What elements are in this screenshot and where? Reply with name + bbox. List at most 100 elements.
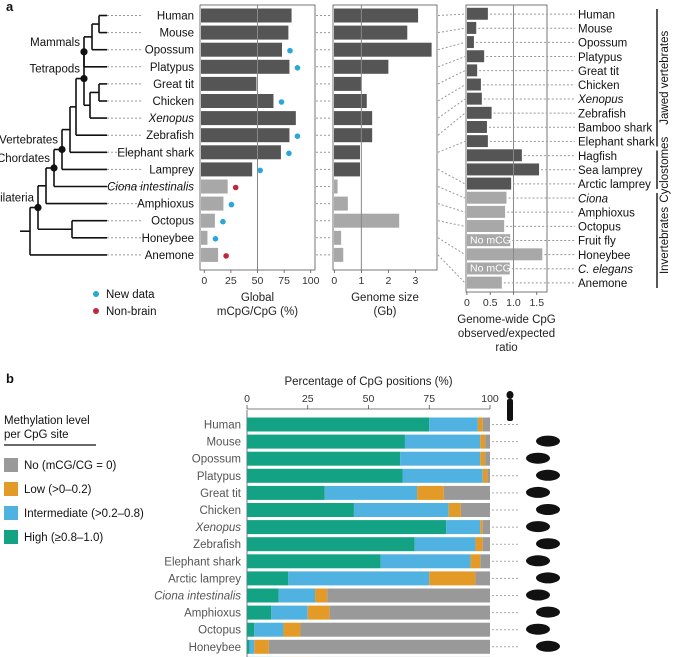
segment-no-arctic-lamprey [475,571,490,586]
x-tick-label: 0 [244,393,250,405]
bar-great-tit [201,76,257,91]
segment-low-amphioxus [307,605,330,620]
legend-panel-a: New data Non-brain [93,289,157,318]
category-label-mouse: Mouse [206,437,241,449]
x-tick-label: 0 [464,297,470,309]
connector-a2-a3 [437,203,466,213]
bar-human [334,8,419,23]
bar-octopus [334,213,400,228]
human-silhouette [507,399,513,421]
bar-amphioxus [201,196,224,211]
legend-label-new-data: New data [106,289,155,301]
animal-silhouette [536,469,560,481]
connector-a2-a3 [437,56,466,68]
legend-label-non-brain: Non-brain [106,306,157,318]
marker-new-data [220,218,226,225]
segment-intermediate-zebrafish [414,537,476,552]
category-label-chicken: Chicken [199,505,241,517]
bar-c-elegans [467,262,510,275]
legend-swatch-intermediate [4,506,18,520]
bar-opossum [334,42,432,57]
category-label-amphioxus: Amphioxus [137,199,194,211]
bar-arctic-lamprey [467,177,512,190]
chart-methylation-levels: Percentage of CpG positions (%) 0 25 50 75 10… [154,376,520,657]
animal-silhouette [526,555,550,567]
x-tick-label: 25 [302,393,314,405]
category-label-great-tit: Great tit [578,66,620,78]
segment-low-platypus [482,468,488,483]
segment-no-honeybee [268,639,490,654]
category-label-human: Human [157,11,194,23]
x-tick-label: 50 [252,275,264,287]
connector-a2-a3 [437,27,466,34]
bar-honeybee [334,230,342,245]
segment-intermediate-elephant-shark [380,554,471,569]
legend-label-intermediate: Intermediate (>0.2–0.8) [24,508,144,520]
category-label-sea-lamprey: Sea lamprey [578,165,643,177]
segment-high-human [247,417,430,432]
bar-elephant-shark [201,145,281,160]
category-label-ciona: Ciona [578,193,608,205]
connector-a2-a3 [437,112,466,136]
animal-silhouette [536,640,560,652]
connector-a2-a3 [437,84,466,102]
segment-intermediate-ciona-intestinalis [278,588,316,603]
x-axis-label: Genome-wide CpG [457,314,555,326]
segment-no-chicken [460,503,490,517]
category-label-fruit-fly: Fruit fly [578,236,616,248]
category-label-octopus: Octopus [151,216,194,228]
clade-labels: Mammals Tetrapods Vertebrates Chordates Bila… [0,35,82,206]
segment-intermediate-platypus [402,468,483,483]
clade-label-vertebrates: Vertebrates [0,134,58,146]
marker-new-data [257,167,263,174]
connector-a2-a3 [437,140,466,153]
bar-great-tit [467,64,478,77]
marker-new-data [294,65,301,71]
clade-label-chordates: Chordates [0,153,50,165]
bar-great-tit [334,76,362,91]
segment-no-amphioxus [329,605,490,620]
bar-opossum [201,42,282,57]
marker-new-data [286,150,292,157]
connector-a2-a3 [437,186,466,199]
segment-no-human [482,417,490,432]
bar-xenopus [334,111,373,126]
segment-no-octopus [300,622,490,637]
category-label-amphioxus: Amphioxus [578,207,635,219]
clade-node [80,74,88,83]
category-label-mouse: Mouse [578,23,613,35]
category-label-zebrafish: Zebrafish [193,539,241,551]
segment-high-platypus [247,468,403,483]
category-label-ciona-intestinalis: Ciona intestinalis [154,591,241,603]
animal-silhouette [536,606,560,618]
chart-cpg-oe-ratio: 0 0.5 1.0 1.5 Genome-wide CpG observed/expect… [457,4,655,354]
segment-low-zebrafish [475,537,483,552]
animal-silhouette [526,486,550,498]
segment-high-ciona-intestinalis [247,588,279,603]
segment-no-zebrafish [482,537,490,552]
segment-low-elephant-shark [470,554,481,569]
category-label-great-tit: Great tit [153,79,195,91]
connector-a2-a3 [437,13,466,16]
panel-frame [332,4,438,271]
marker-new-data [287,47,293,54]
category-label-octopus: Octopus [578,222,621,234]
marker-new-data [294,133,301,139]
chart-global-mcpg: 0 25 50 75 100 Global mCpG/CpG (%) Human Mouse Op… [107,4,320,318]
bar-human [467,7,488,20]
bar-ciona-intestinalis [201,179,228,194]
category-label-octopus: Octopus [198,625,241,637]
segment-low-great-tit [417,485,444,500]
connector-a2-a3 [437,98,466,119]
bar-mouse [201,25,289,40]
marker-new-data [278,99,285,105]
bar-chicken [467,78,481,91]
x-tick-label: 0 [201,275,207,287]
segment-intermediate-honeybee [249,639,255,654]
animal-silhouette [536,572,560,584]
category-label-platypus: Platypus [578,52,622,64]
bar-honeybee [467,248,543,261]
bar-anemone [201,247,219,262]
chart-genome-size: 0 1 2 3 Genome size (Gb) [331,4,438,318]
category-label-anemone: Anemone [145,250,194,262]
